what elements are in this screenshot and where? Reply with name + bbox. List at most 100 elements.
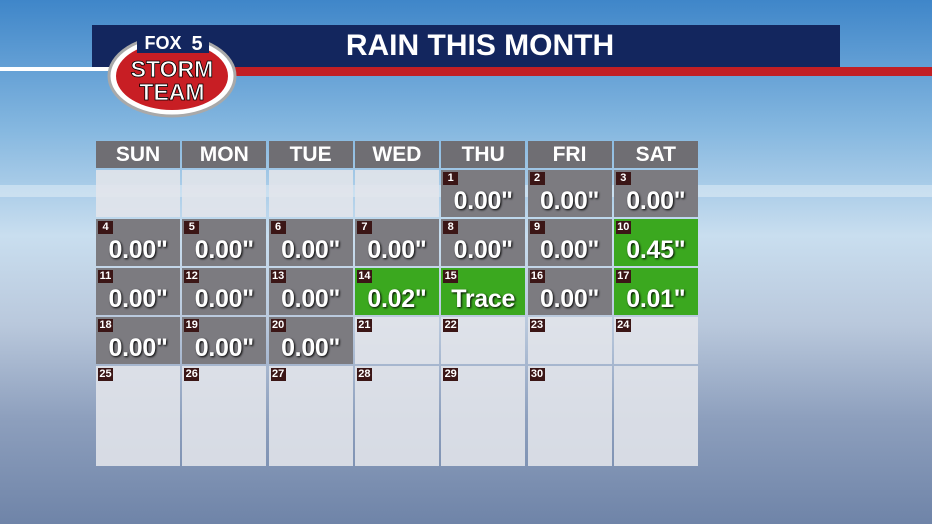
rain-amount: 0.00" [453,187,513,215]
day-number: 14 [356,270,372,283]
rain-amount: 0.00" [194,236,254,264]
day-cell: 2 0.00" [527,170,612,217]
day-cell: 13 0.00" [268,268,353,315]
title: RAIN THIS MONTH [345,29,615,62]
day-number: 24 [615,319,631,332]
day-number: 16 [529,270,545,283]
logo-line1: STORM [131,56,214,82]
day-number: 21 [356,319,372,332]
day-cell [182,170,267,217]
day-cell: 5 0.00" [182,219,267,266]
logo-disc [116,42,228,110]
white-rule [0,67,120,71]
day-cell: 23 [527,317,612,364]
day-cell [613,366,698,466]
day-number: 10 [615,221,631,234]
rain-amount: 0.00" [453,236,513,264]
rain-amount: 0.00" [108,334,168,362]
day-number: 4 [98,221,113,234]
rain-amount: 0.00" [281,285,341,313]
day-cell: 10 0.45" [613,219,698,266]
rain-amount: 0.00" [108,236,168,264]
day-cell: 11 0.00" [96,268,180,315]
day-cell: 21 [354,317,439,364]
logo-line2: TEAM [139,79,204,105]
day-number: 6 [270,221,286,234]
rain-amount: 0.00" [281,334,341,362]
logo: FOX 5 STORM TEAM [107,33,237,118]
day-number: 3 [615,172,631,185]
rain-amount: 0.00" [367,236,427,264]
day-cell: 17 0.01" [613,268,698,315]
day-number: 18 [98,319,113,332]
rain-amount: 0.00" [194,334,254,362]
day-number: 15 [443,270,459,283]
day-number: 30 [529,368,545,381]
rain-amount: 0.00" [539,236,599,264]
day-cell: 6 0.00" [268,219,353,266]
day-number: 28 [356,368,372,381]
day-number: 2 [529,172,545,185]
logo-channel: 5 [191,33,202,55]
day-cell: 16 0.00" [527,268,612,315]
day-cell: 15 Trace [441,268,526,315]
day-number: 17 [615,270,631,283]
day-cell: 28 [354,366,439,466]
day-number: 25 [98,368,113,381]
day-cell: 1 0.00" [441,170,526,217]
day-number: 5 [184,221,200,234]
day-cell [354,170,439,217]
red-rule [200,67,932,76]
day-cell: 26 [182,366,267,466]
rain-amount: 0.00" [108,285,168,313]
logo-plate [137,33,209,53]
day-number: 20 [270,319,286,332]
day-number: 23 [529,319,545,332]
day-cell: 22 [441,317,526,364]
day-number: 27 [270,368,286,381]
day-cell: 30 [527,366,612,466]
day-number: 9 [529,221,545,234]
day-number: 19 [184,319,200,332]
day-cell: 8 0.00" [441,219,526,266]
rain-amount: Trace [451,285,516,313]
day-number: 29 [443,368,459,381]
weekday-header: SUN [96,141,180,168]
rain-amount: 0.00" [539,187,599,215]
day-cell: 3 0.00" [613,170,698,217]
day-number: 13 [270,270,286,283]
rain-amount: 0.00" [539,285,599,313]
day-cell: 9 0.00" [527,219,612,266]
weekday-header: FRI [527,141,612,168]
day-cell: 18 0.00" [96,317,180,364]
day-number: 22 [443,319,459,332]
day-cell [96,170,180,217]
rain-amount: 0.00" [194,285,254,313]
day-number: 11 [98,270,113,283]
day-number: 12 [184,270,200,283]
rain-amount: 0.01" [626,285,686,313]
day-number: 8 [443,221,459,234]
day-cell: 20 0.00" [268,317,353,364]
day-cell: 25 [96,366,180,466]
day-number: 26 [184,368,200,381]
weekday-header: WED [354,141,439,168]
day-cell: 7 0.00" [354,219,439,266]
day-cell: 24 [613,317,698,364]
day-cell [268,170,353,217]
weekday-header: THU [441,141,526,168]
weekday-header: MON [182,141,267,168]
day-cell: 29 [441,366,526,466]
day-cell: 12 0.00" [182,268,267,315]
day-number: 1 [443,172,459,185]
weekday-header: TUE [268,141,353,168]
day-cell: 4 0.00" [96,219,180,266]
rain-amount: 0.45" [626,236,686,264]
logo-network: FOX [144,33,181,53]
rain-amount: 0.00" [281,236,341,264]
weekday-header: SAT [613,141,698,168]
day-cell: 19 0.00" [182,317,267,364]
rain-amount: 0.00" [626,187,686,215]
day-cell: 14 0.02" [354,268,439,315]
